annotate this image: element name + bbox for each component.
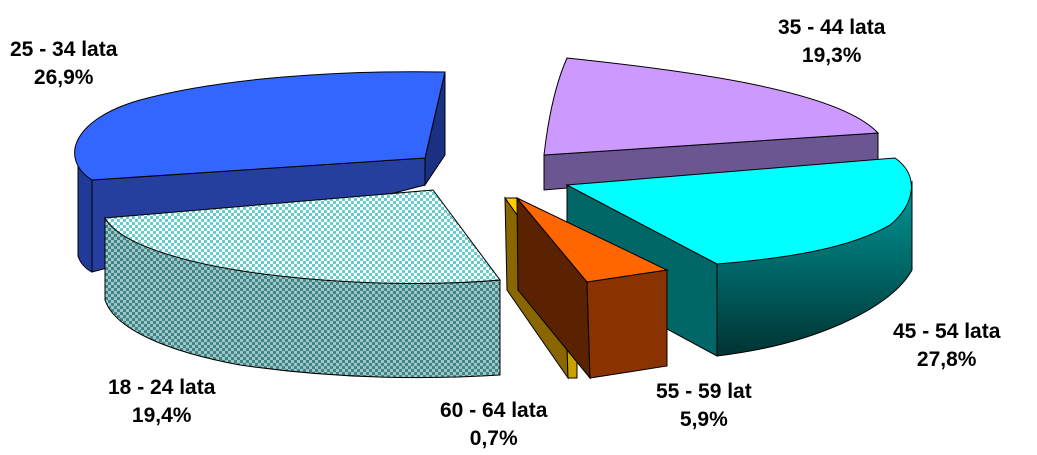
label-35-44-value: 19,3% bbox=[801, 44, 862, 67]
label-35-44: 35 - 44 lata 19,3% bbox=[778, 14, 885, 70]
label-45-54-value: 27,8% bbox=[916, 348, 977, 371]
label-18-24-value: 19,4% bbox=[131, 404, 192, 427]
slice-18-24 bbox=[104, 189, 501, 379]
label-25-34: 25 - 34 lata 26,9% bbox=[10, 36, 117, 92]
label-18-24: 18 - 24 lata 19,4% bbox=[108, 374, 215, 430]
slice-55-59-top bbox=[516, 197, 669, 283]
slice-25-34-top bbox=[74, 71, 446, 181]
label-60-64: 60 - 64 lata 0,7% bbox=[440, 397, 547, 453]
label-25-34-name: 25 - 34 lata bbox=[10, 38, 118, 61]
label-35-44-name: 35 - 44 lata bbox=[778, 16, 886, 39]
label-55-59-name: 55 - 59 lat bbox=[656, 380, 752, 403]
label-45-54: 45 - 54 lata 27,8% bbox=[893, 318, 1000, 374]
label-18-24-name: 18 - 24 lata bbox=[108, 376, 216, 399]
slice-35-44-top bbox=[543, 57, 880, 156]
label-60-64-name: 60 - 64 lata bbox=[440, 399, 548, 422]
slice-18-24-top bbox=[104, 189, 501, 284]
slice-25-34 bbox=[74, 71, 446, 273]
slice-55-59-front bbox=[586, 269, 668, 379]
label-60-64-value: 0,7% bbox=[469, 427, 518, 450]
slice-45-54-top bbox=[565, 157, 912, 265]
label-55-59: 55 - 59 lat 5,9% bbox=[656, 378, 752, 434]
label-25-34-value: 26,9% bbox=[33, 66, 94, 89]
label-45-54-name: 45 - 54 lata bbox=[893, 320, 1001, 343]
label-55-59-value: 5,9% bbox=[679, 408, 728, 431]
slice-35-44 bbox=[543, 57, 880, 191]
slice-55-59 bbox=[516, 196, 669, 380]
